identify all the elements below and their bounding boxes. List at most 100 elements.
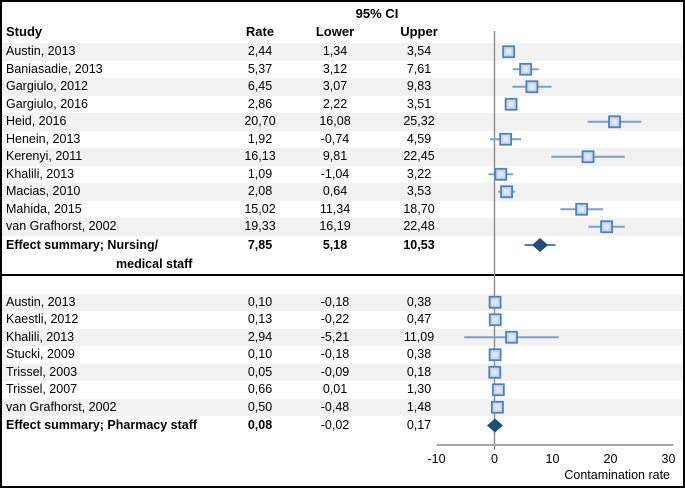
x-tick-label: 0 xyxy=(491,452,498,466)
upper-limit-value: 9,83 xyxy=(406,79,432,93)
rate-value: 6,45 xyxy=(247,79,273,93)
rate-value: 2,86 xyxy=(247,96,273,111)
table-row: Mahida, 2015 15,02 11,34 18,70 xyxy=(2,201,683,219)
lower-limit-value: -1,04 xyxy=(320,166,350,181)
lower-limit-value: 11,34 xyxy=(319,201,351,216)
study-label: Kerenyi, 2011 xyxy=(6,149,83,163)
lower-limit-value: 16,08 xyxy=(319,114,351,128)
rate-value: 1,09 xyxy=(247,166,273,181)
study-label: Trissel, 2003 xyxy=(6,364,78,379)
lower-limit-value: 0,64 xyxy=(322,184,348,198)
rate-value: 5,37 xyxy=(247,61,273,76)
lower-limit-value: 2,22 xyxy=(322,96,348,111)
x-axis-title: Contamination rate xyxy=(564,468,670,482)
summary-lower-limit-value: 5,18 xyxy=(322,237,348,252)
effect-summary-label: Effect summary; Nursing/medical staff xyxy=(6,236,232,274)
table-row: Henein, 2013 1,92 -0,74 4,59 xyxy=(2,131,683,149)
table-row: Kaestli, 2012 0,13 -0,22 0,47 xyxy=(2,311,683,329)
study-label: Mahida, 2015 xyxy=(6,201,82,216)
upper-limit-value: 18,70 xyxy=(403,201,435,216)
effect-summary-label: Effect summary; Pharmacy staff xyxy=(6,416,232,435)
upper-limit-value: 0,38 xyxy=(406,294,432,309)
upper-limit-value: 3,53 xyxy=(406,184,432,198)
col-header-lower-limit: Lower limit xyxy=(315,24,355,57)
table-row: Kerenyi, 2011 16,13 9,81 22,45 xyxy=(2,148,683,166)
x-tick-label: 20 xyxy=(603,452,618,466)
upper-limit-value: 1,48 xyxy=(406,399,432,414)
lower-limit-value: 1,34 xyxy=(322,44,348,58)
upper-limit-value: 0,47 xyxy=(406,312,432,326)
table-row: Gargiulo, 2016 2,86 2,22 3,51 xyxy=(2,96,683,114)
study-label: Gargiulo, 2012 xyxy=(6,79,89,93)
lower-limit-value: 0,01 xyxy=(322,382,348,396)
summary-upper-limit-value: 0,17 xyxy=(406,418,432,432)
rate-value: 16,13 xyxy=(244,149,276,163)
rate-value: 0,66 xyxy=(247,382,273,396)
effect-summary-label-line1: Effect summary; Nursing/ xyxy=(6,237,159,252)
lower-limit-value: -5,21 xyxy=(320,329,350,344)
study-label: van Grafhorst, 2002 xyxy=(6,219,117,233)
lower-limit-value: -0,74 xyxy=(320,131,350,146)
table-row: Baniasadie, 2013 5,37 3,12 7,61 xyxy=(2,61,683,79)
rate-value: 2,94 xyxy=(247,329,273,344)
study-label: Austin, 2013 xyxy=(6,294,76,309)
lower-limit-value: -0,48 xyxy=(320,399,350,414)
lower-limit-value: 3,12 xyxy=(322,61,348,76)
lower-limit-value: -0,22 xyxy=(320,312,350,326)
rate-value: 20,70 xyxy=(244,114,276,128)
upper-limit-value: 3,51 xyxy=(406,96,432,111)
study-label: Khalili, 2013 xyxy=(6,329,75,344)
col-header-upper-limit: Upper limit xyxy=(400,24,438,57)
table-row: Austin, 2013 0,10 -0,18 0,38 xyxy=(2,293,683,311)
section-divider xyxy=(2,274,683,276)
lower-limit-value: 9,81 xyxy=(322,149,348,163)
effect-summary-label-line2: medical staff xyxy=(116,256,193,271)
rate-value: 0,10 xyxy=(247,294,273,309)
lower-limit-value: -0,09 xyxy=(320,364,350,379)
rate-value: 0,05 xyxy=(247,364,273,379)
upper-limit-value: 0,38 xyxy=(406,347,432,361)
lower-limit-value: -0,18 xyxy=(320,347,350,361)
study-label: Baniasadie, 2013 xyxy=(6,61,103,76)
upper-limit-value: 11,09 xyxy=(403,329,435,344)
study-label: Kaestli, 2012 xyxy=(6,312,79,326)
table-row: van Grafhorst, 2002 0,50 -0,48 1,48 xyxy=(2,398,683,416)
study-label: Trissel, 2007 xyxy=(6,382,78,396)
upper-limit-value: 0,18 xyxy=(406,364,432,379)
upper-limit-value: 3,22 xyxy=(406,166,432,181)
table-row: Heid, 2016 20,70 16,08 25,32 xyxy=(2,113,683,131)
study-label: Khalili, 2013 xyxy=(6,166,75,181)
table-row: Khalili, 2013 2,94 -5,21 11,09 xyxy=(2,328,683,346)
study-label: Austin, 2013 xyxy=(6,44,76,58)
col-header-rate: Rate xyxy=(245,24,275,39)
rate-value: 1,92 xyxy=(247,131,273,146)
table-row: Austin, 2013 2,44 1,34 3,54 xyxy=(2,43,683,61)
rate-value: 2,44 xyxy=(247,44,273,58)
summary-rate-value: 7,85 xyxy=(247,237,273,252)
x-tick-label: 10 xyxy=(545,452,560,466)
upper-limit-value: 22,48 xyxy=(403,219,435,233)
rate-value: 0,50 xyxy=(247,399,273,414)
upper-limit-value: 4,59 xyxy=(406,131,432,146)
study-label: Henein, 2013 xyxy=(6,131,81,146)
upper-limit-value: 7,61 xyxy=(406,61,432,76)
rate-value: 0,10 xyxy=(247,347,273,361)
rate-value: 19,33 xyxy=(244,219,276,233)
table-row: Macias, 2010 2,08 0,64 3,53 xyxy=(2,183,683,201)
upper-limit-value: 25,32 xyxy=(403,114,435,128)
study-label: van Grafhorst, 2002 xyxy=(6,399,117,414)
lower-limit-value: -0,18 xyxy=(320,294,350,309)
lower-limit-value: 3,07 xyxy=(322,79,348,93)
lower-limit-value: 16,19 xyxy=(319,219,351,233)
study-label: Stucki, 2009 xyxy=(6,347,75,361)
summary-upper-limit-value: 10,53 xyxy=(403,237,435,252)
table-row: Effect summary; Nursing/medical staff 7,8… xyxy=(2,236,683,274)
table-row: Khalili, 2013 1,09 -1,04 3,22 xyxy=(2,166,683,184)
study-label: Macias, 2010 xyxy=(6,184,81,198)
x-tick-label: -10 xyxy=(427,452,446,466)
table-row: Effect summary; Pharmacy staff 0,08 -0,02 0… xyxy=(2,416,683,434)
col-header-study: Study xyxy=(6,24,43,39)
study-label: Gargiulo, 2016 xyxy=(6,96,89,111)
study-label: Heid, 2016 xyxy=(6,114,67,128)
